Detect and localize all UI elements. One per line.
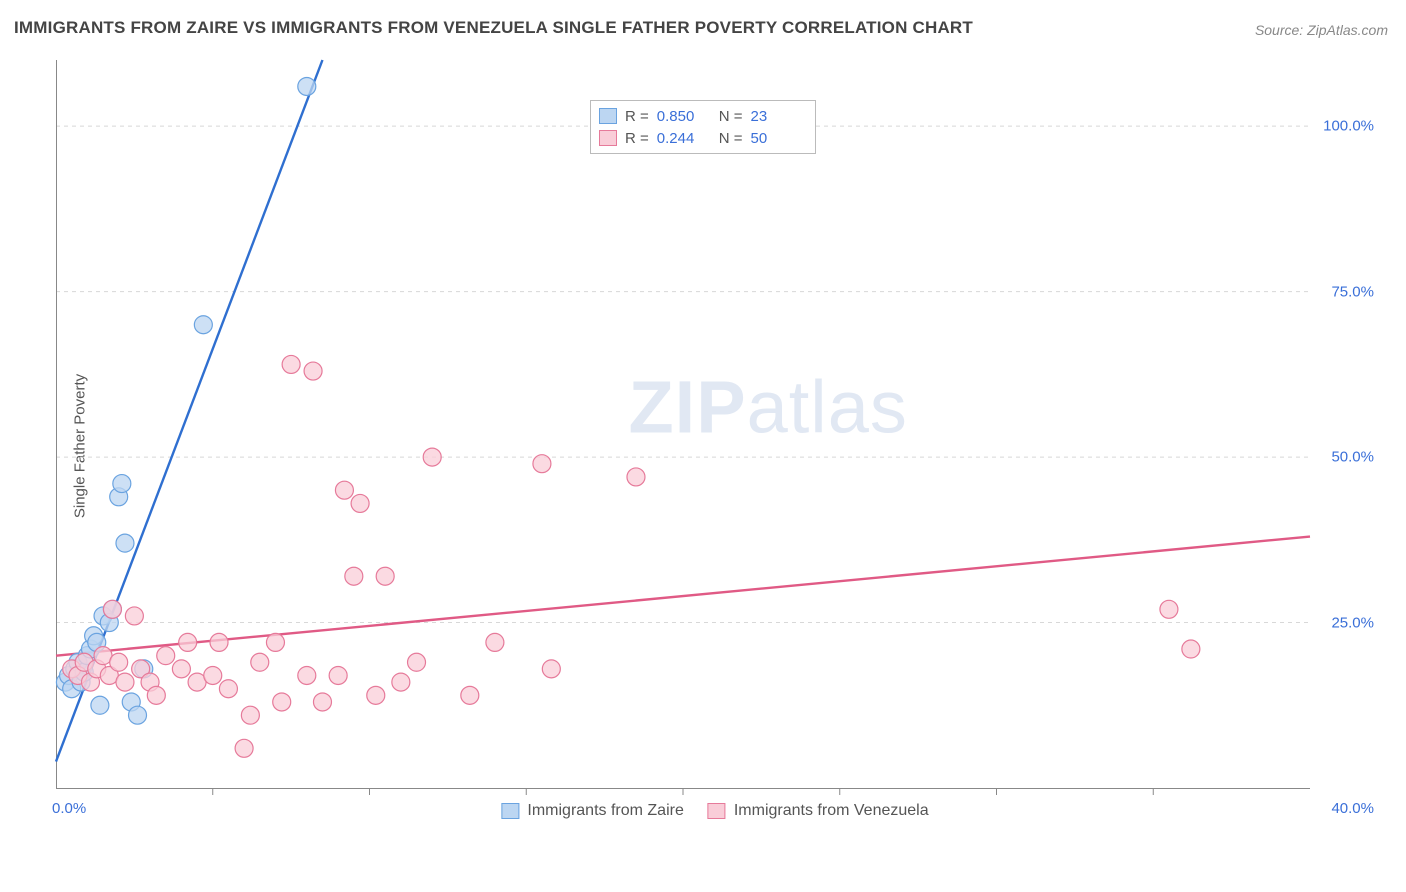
y-tick-label: 50.0%	[1331, 449, 1374, 466]
swatch-zaire	[501, 803, 519, 819]
n-value-venezuela: 50	[751, 130, 805, 147]
n-label: N =	[719, 108, 743, 125]
swatch-venezuela	[708, 803, 726, 819]
r-value-zaire: 0.850	[657, 108, 711, 125]
x-max-label: 40.0%	[1331, 800, 1374, 817]
chart-title: IMMIGRANTS FROM ZAIRE VS IMMIGRANTS FROM…	[14, 18, 973, 38]
legend-row-venezuela: R = 0.244 N = 50	[599, 127, 805, 149]
legend-label-zaire: Immigrants from Zaire	[527, 802, 683, 820]
legend-item-zaire: Immigrants from Zaire	[501, 802, 683, 820]
swatch-venezuela	[599, 130, 617, 146]
correlation-legend: R = 0.850 N = 23 R = 0.244 N = 50	[590, 100, 816, 154]
scatter-plot	[50, 48, 1380, 828]
y-tick-label: 25.0%	[1331, 614, 1374, 631]
source-attribution: Source: ZipAtlas.com	[1255, 22, 1388, 38]
source-label: Source:	[1255, 22, 1303, 38]
swatch-zaire	[599, 108, 617, 124]
legend-row-zaire: R = 0.850 N = 23	[599, 105, 805, 127]
r-value-venezuela: 0.244	[657, 130, 711, 147]
legend-label-venezuela: Immigrants from Venezuela	[734, 802, 929, 820]
chart-area: ZIPatlas R = 0.850 N = 23 R = 0.244 N = …	[50, 48, 1380, 828]
y-tick-label: 75.0%	[1331, 283, 1374, 300]
n-label: N =	[719, 130, 743, 147]
r-label: R =	[625, 108, 649, 125]
r-label: R =	[625, 130, 649, 147]
y-tick-label: 100.0%	[1323, 118, 1374, 135]
legend-item-venezuela: Immigrants from Venezuela	[708, 802, 929, 820]
source-value: ZipAtlas.com	[1307, 22, 1388, 38]
series-legend: Immigrants from Zaire Immigrants from Ve…	[501, 802, 928, 820]
x-min-label: 0.0%	[52, 800, 86, 817]
n-value-zaire: 23	[751, 108, 805, 125]
